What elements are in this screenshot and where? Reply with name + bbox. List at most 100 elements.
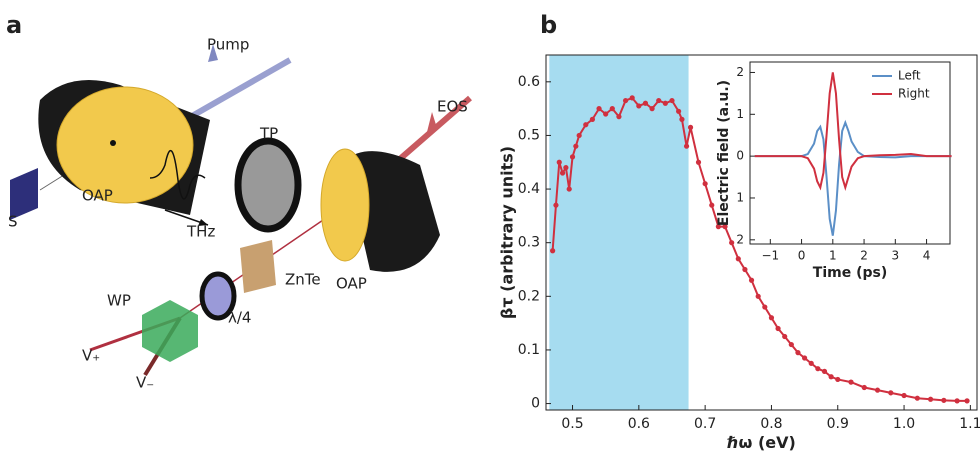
diagram-label: EOS — [437, 98, 468, 116]
x-tick-label: 0.9 — [827, 416, 849, 432]
data-point — [559, 170, 566, 176]
x-tick-label: 4 — [923, 249, 931, 263]
data-point — [609, 106, 615, 112]
data-point — [669, 97, 675, 104]
data-point — [748, 277, 755, 283]
data-point — [815, 366, 821, 372]
y-axis-label: βτ (arbitrary units) — [498, 146, 517, 319]
diagram-label: WP — [107, 292, 131, 310]
data-point — [656, 97, 662, 104]
legend-label: Left — [898, 69, 921, 83]
quarter-wave-plate — [199, 271, 237, 321]
data-point — [729, 240, 735, 246]
data-point — [603, 111, 609, 117]
data-point — [901, 392, 907, 399]
data-point — [569, 154, 576, 160]
data-point — [775, 325, 781, 332]
diagram-label: S — [8, 213, 18, 231]
y-tick-label: 0.6 — [518, 74, 540, 90]
data-point — [702, 181, 708, 187]
znte-crystal — [240, 240, 276, 293]
x-tick-label: 0.5 — [561, 416, 583, 432]
diagram-label: λ/4 — [228, 309, 251, 327]
data-point — [695, 159, 702, 165]
y-tick-label: 1 — [736, 190, 744, 204]
data-point — [550, 248, 556, 254]
data-point — [861, 384, 867, 391]
data-point — [715, 224, 722, 230]
data-point — [589, 116, 596, 122]
data-point — [683, 143, 690, 149]
data-point — [616, 114, 622, 120]
oap-left-mirror — [56, 86, 194, 204]
data-point — [676, 108, 682, 114]
thz-arrow-head — [198, 219, 208, 226]
data-point — [874, 387, 881, 393]
x-tick-label: 0 — [798, 249, 806, 263]
diagram-label: THz — [186, 223, 215, 241]
data-point — [629, 95, 635, 101]
y-tick-label: 0.5 — [518, 127, 540, 143]
y-tick-label: 0 — [736, 149, 744, 163]
data-point — [941, 397, 947, 403]
data-point — [835, 376, 841, 383]
data-point — [583, 122, 589, 128]
diagram-label: OAP — [336, 275, 367, 293]
x-tick-label: 0.6 — [628, 416, 650, 432]
thz-pulse — [149, 149, 206, 200]
pump-pulse — [208, 44, 218, 62]
data-point — [762, 304, 768, 310]
data-point — [964, 398, 970, 404]
y-tick-label: 0.3 — [518, 235, 540, 251]
data-point — [888, 390, 894, 396]
data-point — [914, 395, 920, 401]
data-point — [566, 186, 572, 192]
data-point — [795, 350, 801, 356]
plot-background — [750, 62, 950, 244]
x-tick-label: 2 — [860, 249, 868, 263]
y-tick-label: 0.2 — [518, 288, 540, 304]
y-tick-label: 2 — [736, 232, 744, 246]
eos-pulse — [427, 112, 437, 132]
diagram-label: V₊ — [82, 347, 100, 365]
data-point — [821, 368, 828, 374]
x-tick-label: 1 — [829, 249, 837, 263]
data-point — [573, 143, 579, 149]
x-tick-label: 0.7 — [694, 416, 716, 432]
data-point — [553, 202, 559, 208]
data-point — [687, 124, 694, 130]
data-point — [788, 341, 794, 348]
oap-right-mirror — [320, 148, 370, 262]
plot-frame — [749, 61, 951, 245]
x-tick-label: −1 — [761, 249, 779, 263]
x-axis-label: Time (ps) — [813, 265, 887, 281]
x-tick-label: 0.8 — [760, 416, 782, 432]
data-line — [754, 72, 952, 192]
data-point — [742, 266, 748, 273]
data-point — [642, 100, 649, 106]
diagram-label: ZnTe — [285, 271, 321, 289]
y-tick-label: 2 — [736, 65, 744, 79]
x-tick-label: 1.1 — [959, 416, 980, 432]
x-tick-label: 3 — [891, 249, 899, 263]
x-axis-label: ℏω (eV) — [727, 433, 796, 452]
data-point — [755, 293, 761, 299]
diagram-label: TP — [259, 125, 278, 143]
shaded-region — [549, 55, 689, 410]
oap-right-body — [345, 151, 440, 272]
x-tick-label: 1.0 — [893, 416, 915, 432]
plot-frame — [545, 54, 978, 411]
y-axis-label: Electric field (a.u.) — [716, 80, 732, 226]
data-point — [782, 333, 788, 340]
legend-label: Right — [898, 87, 930, 101]
data-point — [576, 132, 582, 139]
data-point — [954, 398, 960, 404]
data-point — [662, 100, 668, 106]
data-point — [768, 315, 775, 321]
data-point — [649, 106, 655, 112]
diagram-label: OAP — [82, 187, 113, 205]
thz-polarizer — [234, 137, 302, 233]
data-point — [808, 360, 814, 366]
data-point — [848, 379, 854, 385]
data-point — [722, 224, 728, 230]
